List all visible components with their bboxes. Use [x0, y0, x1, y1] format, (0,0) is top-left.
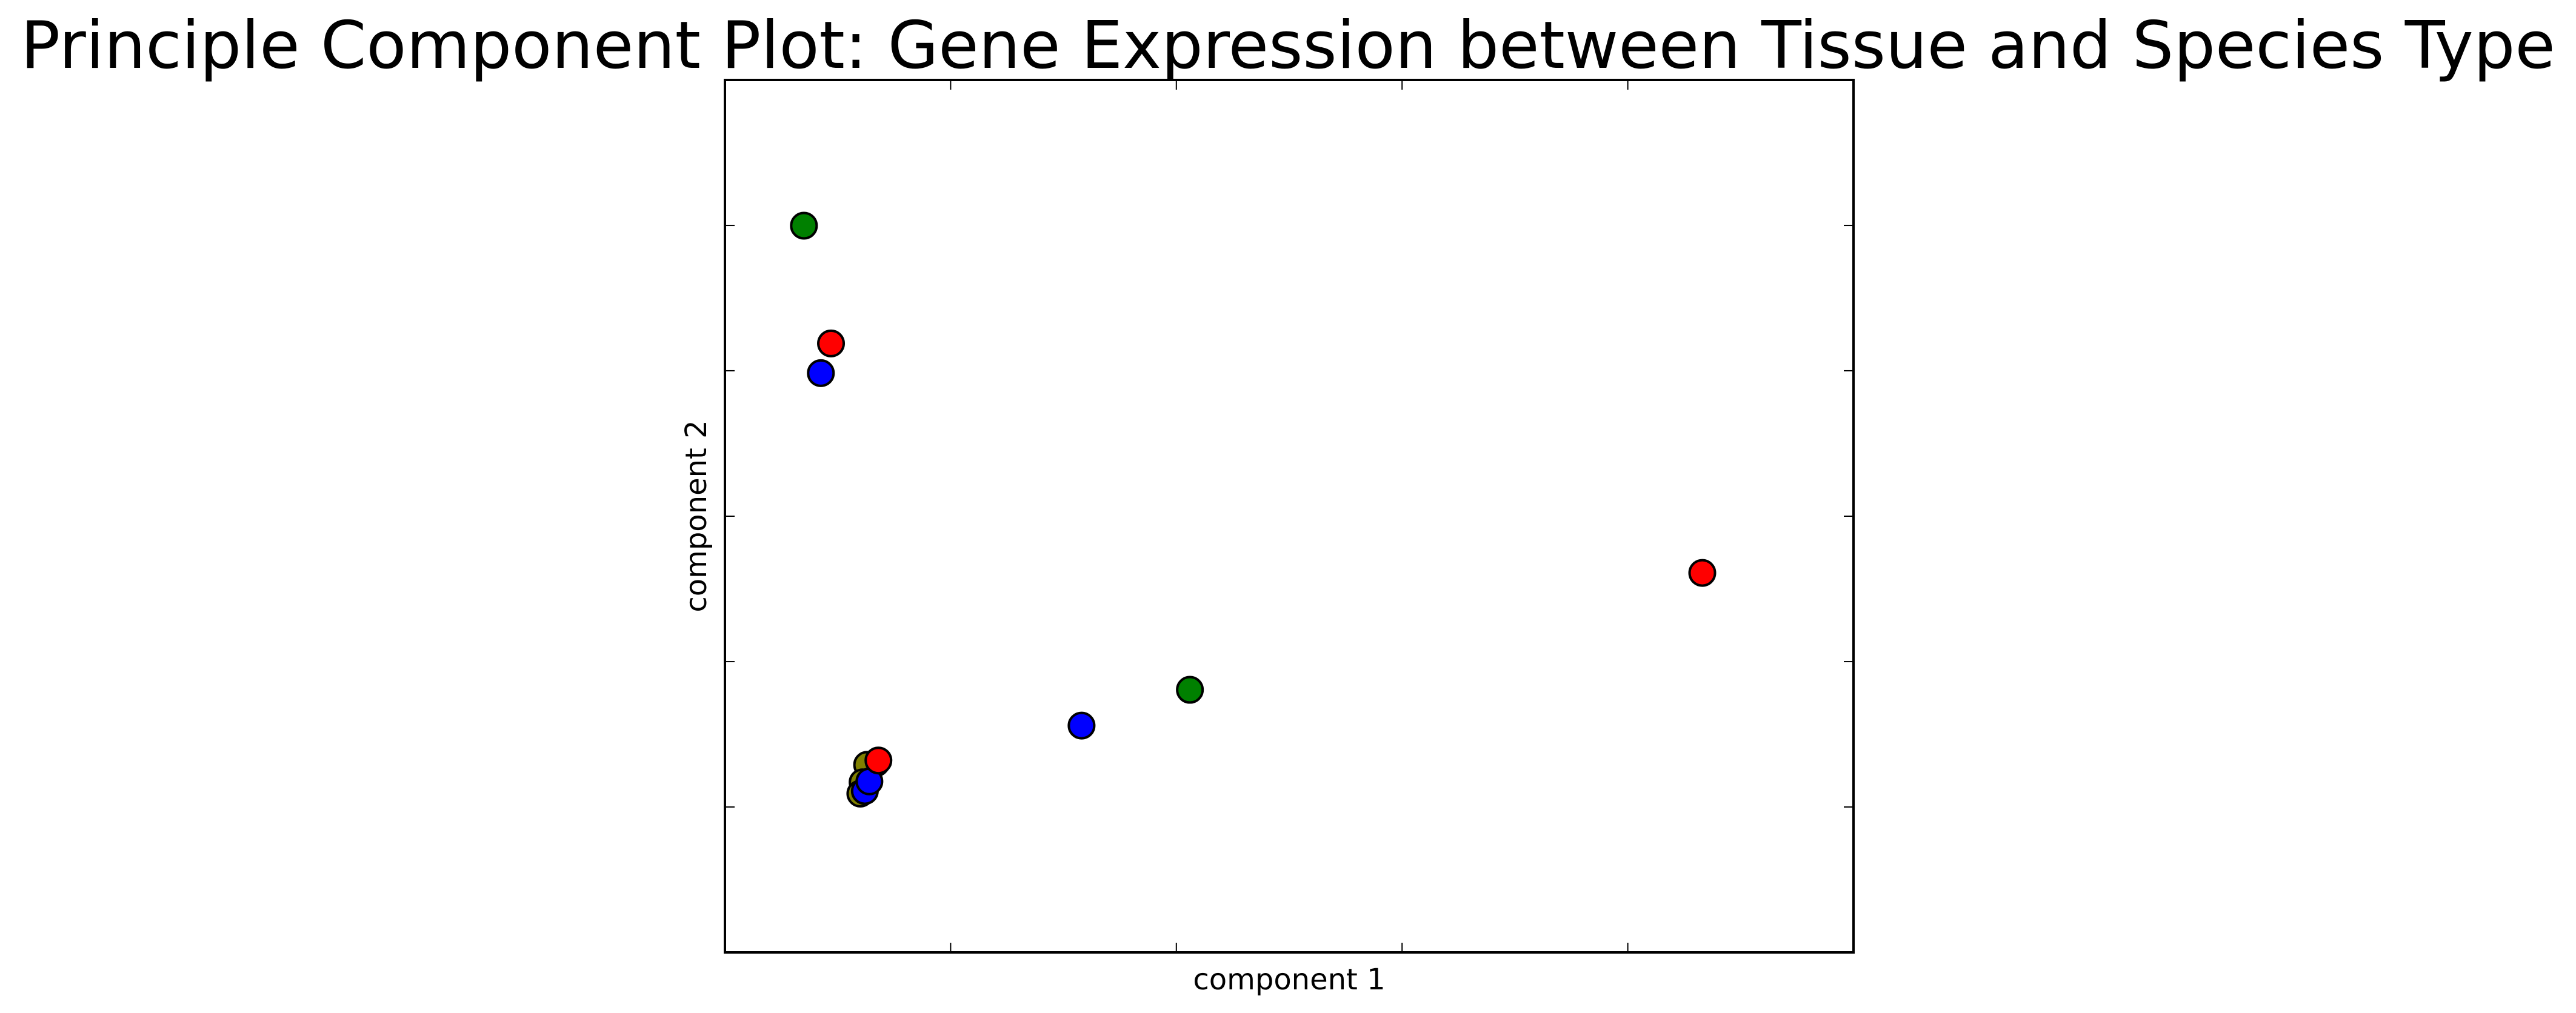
data-point	[1176, 676, 1204, 704]
data-point	[817, 329, 846, 357]
plot-area	[724, 79, 1855, 954]
y-axis-label: component 2	[679, 420, 713, 612]
x-axis-label: component 1	[1193, 963, 1385, 997]
chart-title: Principle Component Plot: Gene Expressio…	[21, 8, 2555, 84]
data-point	[864, 746, 893, 775]
data-point	[790, 211, 818, 240]
data-points	[790, 211, 1717, 808]
data-point	[1067, 711, 1096, 740]
axis-ticks	[725, 80, 1854, 952]
data-point	[1688, 559, 1717, 587]
data-point	[807, 359, 835, 387]
